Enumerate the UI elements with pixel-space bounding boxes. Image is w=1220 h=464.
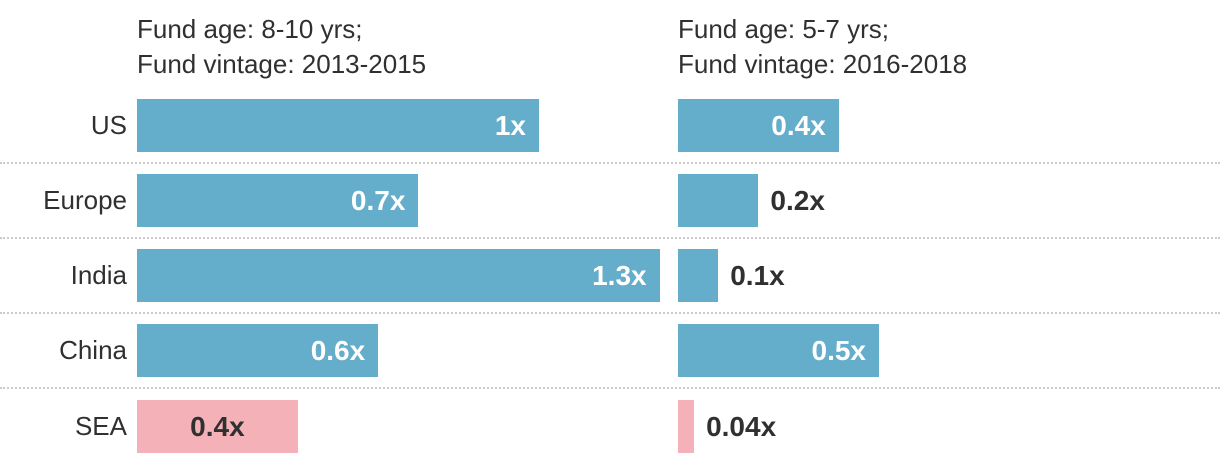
bar-china-series-2: 0.5x: [678, 324, 879, 377]
chart-rows: US 1x 0.4x Europe 0.7x 0.2x India 1.3x 0.1x China…: [0, 89, 1220, 464]
category-label-us: US: [90, 110, 127, 140]
bar-value-label: 1x: [494, 109, 526, 141]
bar-cell-china-series-2: 0.5x: [678, 314, 1220, 387]
bar-us-series-2: 0.4x: [678, 99, 839, 152]
bar-value-label: 1.3x: [592, 259, 647, 291]
bar-value-label: 0.1x: [730, 259, 785, 291]
right-column-header-line2: Fund vintage: 2016-2018: [678, 49, 968, 79]
header-spacer: [0, 0, 137, 89]
bar-cell-us-series-1: 1x: [137, 89, 678, 162]
bar-cell-europe-series-2: 0.2x: [678, 164, 1220, 237]
category-label-sea: SEA: [74, 411, 127, 441]
bar-value-label: 0.5x: [811, 334, 867, 366]
bar-cell-india-series-2: 0.1x: [678, 239, 1220, 312]
bar-sea-series-2: [678, 400, 695, 453]
bar-value-label: 0.2x: [770, 184, 825, 216]
bar-china-series-1: 0.6x: [137, 324, 379, 377]
chart-row-europe: Europe 0.7x 0.2x: [0, 164, 1220, 239]
bar-cell-sea-series-1: 0.4x: [137, 389, 678, 464]
left-column-header-line2: Fund vintage: 2013-2015: [137, 49, 427, 79]
category-label-china: China: [59, 335, 127, 365]
right-column-header: Fund age: 5-7 yrs; Fund vintage: 2016-20…: [678, 0, 1220, 89]
bar-india-series-1: 1.3x: [137, 249, 660, 302]
bar-value-label: 0.7x: [350, 184, 406, 216]
left-column-header: Fund age: 8-10 yrs; Fund vintage: 2013-2…: [137, 0, 678, 89]
category-label-india: India: [70, 260, 127, 290]
left-column-header-line1: Fund age: 8-10 yrs;: [137, 14, 363, 44]
right-column-header-line1: Fund age: 5-7 yrs;: [678, 14, 889, 44]
chart-row-us: US 1x 0.4x: [0, 89, 1220, 164]
chart-row-india: India 1.3x 0.1x: [0, 239, 1220, 314]
bar-europe-series-2: [678, 174, 759, 227]
bar-cell-china-series-1: 0.6x: [137, 314, 678, 387]
bar-value-label: 0.4x: [771, 109, 826, 141]
chart-row-china: China 0.6x 0.5x: [0, 314, 1220, 389]
bar-value-label: 0.6x: [310, 334, 366, 366]
bar-india-series-2: [678, 249, 719, 302]
bar-value-label: 0.04x: [706, 410, 777, 442]
bar-cell-europe-series-1: 0.7x: [137, 164, 678, 237]
column-headers: Fund age: 8-10 yrs; Fund vintage: 2013-2…: [0, 0, 1220, 89]
bar-cell-india-series-1: 1.3x: [137, 239, 678, 312]
bar-cell-us-series-2: 0.4x: [678, 89, 1220, 162]
bar-value-label: 0.4x: [190, 410, 245, 442]
bar-cell-sea-series-2: 0.04x: [678, 389, 1220, 464]
category-label-europe: Europe: [43, 185, 127, 215]
bar-us-series-1: 1x: [137, 99, 539, 152]
chart-row-sea: SEA 0.4x 0.04x: [0, 389, 1220, 464]
bar-sea-series-1: 0.4x: [137, 400, 298, 453]
bar-europe-series-1: 0.7x: [137, 174, 419, 227]
